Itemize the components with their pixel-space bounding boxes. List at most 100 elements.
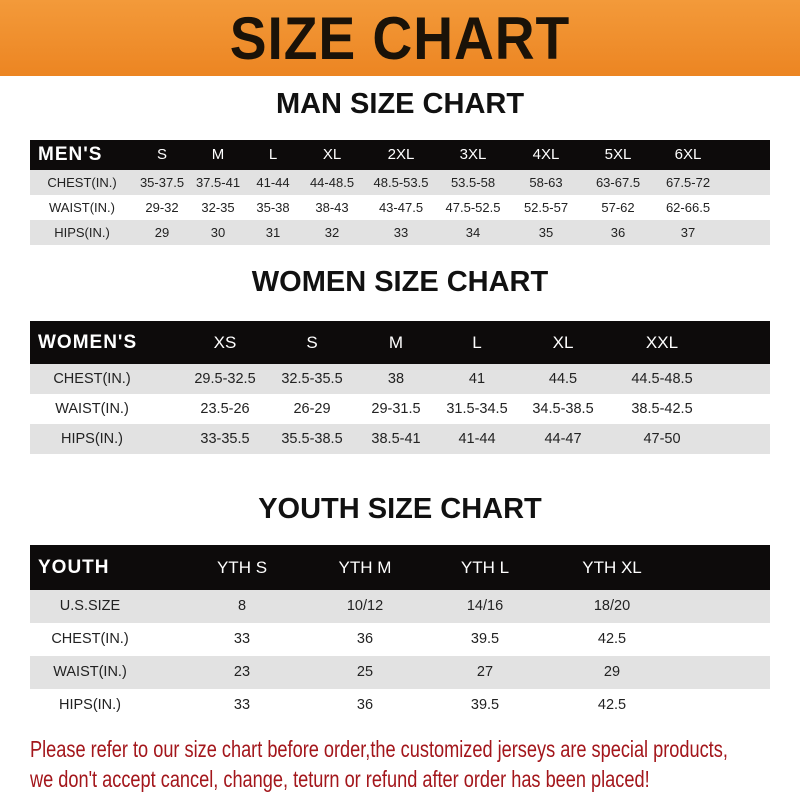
men-table-cell: 63-67.5 xyxy=(595,175,641,190)
men-size-s: S xyxy=(156,146,168,163)
men-table-cell: 35-37.5 xyxy=(139,175,185,190)
men-table-cell: 32 xyxy=(324,225,340,240)
women-table-cell: 41-44 xyxy=(458,431,496,447)
men-table-cell: 67.5-72 xyxy=(665,175,711,190)
men-table-row: HIPS(IN.) 29 30 31 32 33 34 35 36 37 xyxy=(30,220,770,245)
men-table-cell: 31 xyxy=(265,225,281,240)
women-table-cell: 34.5-38.5 xyxy=(532,401,594,417)
men-table-cell: 37 xyxy=(680,225,696,240)
women-table-cell: 35.5-38.5 xyxy=(281,431,343,447)
men-table-cell: 53.5-58 xyxy=(450,175,496,190)
men-size-5xl: 5XL xyxy=(604,146,632,163)
youth-table-cell: 29 xyxy=(603,664,621,680)
youth-row-label: CHEST(IN.) xyxy=(51,631,129,647)
men-table-cell: 48.5-53.5 xyxy=(373,175,429,190)
women-table-cell: 44.5 xyxy=(548,371,578,387)
women-table-cell: 31.5-34.5 xyxy=(446,401,508,417)
youth-row-label: WAIST(IN.) xyxy=(53,664,127,680)
youth-header-label: YOUTH xyxy=(38,557,110,578)
women-header-row: WOMEN'S XS S M L XL XXL xyxy=(30,321,770,364)
men-table-cell: 32-35 xyxy=(201,200,235,215)
youth-table-row: U.S.SIZE 8 10/12 14/16 18/20 xyxy=(30,590,770,623)
women-size-xs: XS xyxy=(213,333,237,352)
order-notice-line-1: Please refer to our size chart before or… xyxy=(30,736,728,762)
men-section-title: MAN SIZE CHART xyxy=(275,88,525,120)
women-row-label: CHEST(IN.) xyxy=(53,371,131,387)
men-table-cell: 29-32 xyxy=(145,200,179,215)
youth-table-cell: 36 xyxy=(356,697,374,713)
order-notice: Please refer to our size chart before or… xyxy=(30,734,741,794)
men-table-cell: 37.5-41 xyxy=(195,175,241,190)
women-size-l: L xyxy=(472,333,482,352)
women-table-cell: 29-31.5 xyxy=(371,401,421,417)
youth-table-cell: 36 xyxy=(356,631,374,647)
youth-header-row: YOUTH YTH S YTH M YTH L YTH XL xyxy=(30,545,770,590)
men-table-cell: 47.5-52.5 xyxy=(445,200,501,215)
youth-table-cell: 33 xyxy=(233,631,251,647)
men-size-m: M xyxy=(211,146,225,163)
youth-table-cell: 27 xyxy=(476,664,494,680)
women-table-row: HIPS(IN.) 33-35.5 35.5-38.5 38.5-41 41-44 44-… xyxy=(30,424,770,454)
men-table-cell: 58-63 xyxy=(529,175,563,190)
youth-table-cell: 39.5 xyxy=(470,697,500,713)
youth-table-cell: 25 xyxy=(356,664,374,680)
men-size-3xl: 3XL xyxy=(459,146,487,163)
women-size-m: M xyxy=(388,333,404,352)
women-header-label: WOMEN'S xyxy=(38,332,138,353)
men-row-label: CHEST(IN.) xyxy=(47,175,117,190)
banner-title: SIZE CHART xyxy=(229,5,571,72)
men-table-cell: 52.5-57 xyxy=(523,200,569,215)
youth-size-yth-xl: YTH XL xyxy=(582,558,642,577)
women-table-cell: 38.5-41 xyxy=(371,431,421,447)
youth-row-label: HIPS(IN.) xyxy=(58,697,122,713)
women-table-cell: 33-35.5 xyxy=(200,431,250,447)
youth-size-yth-m: YTH M xyxy=(338,558,392,577)
women-table-cell: 47-50 xyxy=(643,431,681,447)
women-table-cell: 44-47 xyxy=(544,431,582,447)
youth-table-cell: 23 xyxy=(233,664,251,680)
women-table-cell: 38.5-42.5 xyxy=(631,401,693,417)
men-table-cell: 38-43 xyxy=(315,200,349,215)
women-row-label: HIPS(IN.) xyxy=(60,431,124,447)
women-table-cell: 26-29 xyxy=(293,401,331,417)
men-size-2xl: 2XL xyxy=(387,146,415,163)
men-table-cell: 44-48.5 xyxy=(309,175,355,190)
youth-table-cell: 39.5 xyxy=(470,631,500,647)
men-table-cell: 41-44 xyxy=(256,175,290,190)
women-table-cell: 29.5-32.5 xyxy=(194,371,256,387)
youth-table-cell: 42.5 xyxy=(597,631,627,647)
women-table-cell: 32.5-35.5 xyxy=(281,371,343,387)
youth-table-row: HIPS(IN.) 33 36 39.5 42.5 xyxy=(30,689,770,722)
men-table-cell: 34 xyxy=(465,225,481,240)
youth-table-cell: 10/12 xyxy=(346,598,384,614)
men-table-cell: 33 xyxy=(393,225,409,240)
men-table-cell: 35-38 xyxy=(256,200,290,215)
youth-size-yth-l: YTH L xyxy=(460,558,510,577)
youth-row-label: U.S.SIZE xyxy=(59,598,121,614)
men-table-cell: 29 xyxy=(154,225,170,240)
youth-table-cell: 42.5 xyxy=(597,697,627,713)
women-section-title: WOMEN SIZE CHART xyxy=(251,266,549,298)
youth-table-cell: 33 xyxy=(233,697,251,713)
women-size-s: S xyxy=(306,333,318,352)
youth-table-cell: 14/16 xyxy=(466,598,504,614)
youth-section-title: YOUTH SIZE CHART xyxy=(258,493,542,525)
youth-table-cell: 18/20 xyxy=(593,598,631,614)
men-table-row: WAIST(IN.) 29-32 32-35 35-38 38-43 43-47.5 47.… xyxy=(30,195,770,220)
men-table-cell: 57-62 xyxy=(601,200,635,215)
men-size-xl: XL xyxy=(322,146,342,163)
women-size-xl: XL xyxy=(552,333,574,352)
men-table-cell: 36 xyxy=(610,225,626,240)
women-table-row: WAIST(IN.) 23.5-26 26-29 29-31.5 31.5-34.5 34… xyxy=(30,394,770,424)
men-table-cell: 30 xyxy=(210,225,226,240)
women-table-cell: 38 xyxy=(387,371,405,387)
men-size-6xl: 6XL xyxy=(674,146,702,163)
women-table-cell: 41 xyxy=(468,371,486,387)
men-header-label: MEN'S xyxy=(38,144,103,165)
women-row-label: WAIST(IN.) xyxy=(55,401,129,417)
men-table-row: CHEST(IN.) 35-37.5 37.5-41 41-44 44-48.5 48.5… xyxy=(30,170,770,195)
youth-size-yth-s: YTH S xyxy=(216,558,268,577)
men-row-label: HIPS(IN.) xyxy=(54,225,110,240)
women-table-cell: 44.5-48.5 xyxy=(631,371,693,387)
men-table-cell: 43-47.5 xyxy=(378,200,424,215)
